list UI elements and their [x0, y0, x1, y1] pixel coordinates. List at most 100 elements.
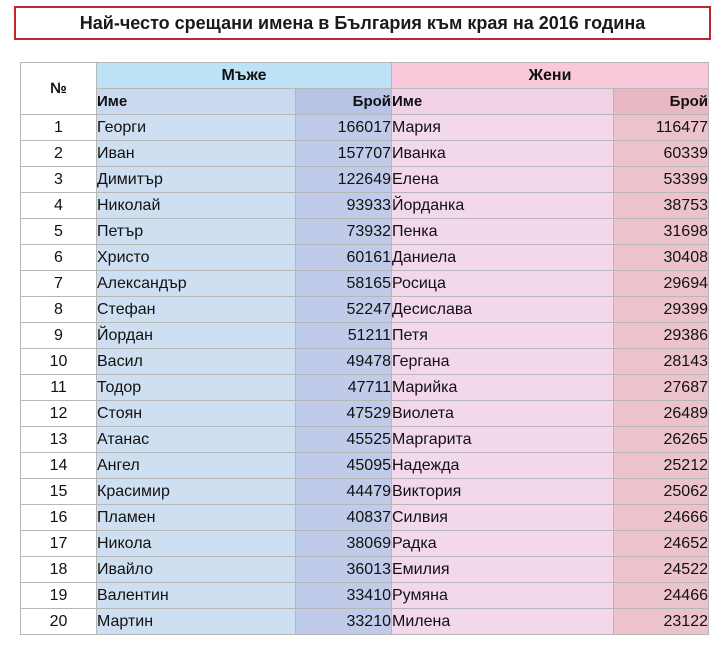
female-name-cell: Даниела — [391, 244, 614, 271]
female-count-cell: 25062 — [613, 478, 709, 505]
male-name-cell: Никола — [96, 530, 296, 557]
rank-cell: 12 — [20, 400, 97, 427]
male-name-cell: Красимир — [96, 478, 296, 505]
female-name-cell: Гергана — [391, 348, 614, 375]
rank-cell: 14 — [20, 452, 97, 479]
male-count-cell: 58165 — [295, 270, 392, 297]
female-name-cell: Виолета — [391, 400, 614, 427]
male-name-cell: Стоян — [96, 400, 296, 427]
male-name-cell: Ангел — [96, 452, 296, 479]
table-row: 17 Никола 38069 Радка 24652 — [20, 530, 709, 557]
male-name-cell: Пламен — [96, 504, 296, 531]
rank-cell: 5 — [20, 218, 97, 245]
female-count-cell: 116477 — [613, 114, 709, 141]
table-row: 20 Мартин 33210 Милена 23122 — [20, 608, 709, 635]
female-name-cell: Емилия — [391, 556, 614, 583]
female-name-cell: Йорданка — [391, 192, 614, 219]
male-name-cell: Георги — [96, 114, 296, 141]
male-count-cell: 47529 — [295, 400, 392, 427]
rank-cell: 8 — [20, 296, 97, 323]
men-count-column-header: Брой — [295, 88, 392, 115]
female-count-cell: 24652 — [613, 530, 709, 557]
male-name-cell: Александър — [96, 270, 296, 297]
table-row: 5 Петър 73932 Пенка 31698 — [20, 218, 709, 245]
male-count-cell: 49478 — [295, 348, 392, 375]
male-name-cell: Иван — [96, 140, 296, 167]
female-count-cell: 31698 — [613, 218, 709, 245]
male-count-cell: 44479 — [295, 478, 392, 505]
table-row: 19 Валентин 33410 Румяна 24466 — [20, 582, 709, 609]
female-count-cell: 29694 — [613, 270, 709, 297]
male-name-cell: Димитър — [96, 166, 296, 193]
rank-cell: 6 — [20, 244, 97, 271]
female-count-cell: 27687 — [613, 374, 709, 401]
men-group-header: Мъже — [96, 62, 392, 89]
female-count-cell: 38753 — [613, 192, 709, 219]
rank-cell: 18 — [20, 556, 97, 583]
number-column-header: № — [20, 62, 97, 115]
male-name-cell: Атанас — [96, 426, 296, 453]
rank-cell: 7 — [20, 270, 97, 297]
rank-cell: 2 — [20, 140, 97, 167]
male-name-cell: Мартин — [96, 608, 296, 635]
table-row: 9 Йордан 51211 Петя 29386 — [20, 322, 709, 349]
female-name-cell: Росица — [391, 270, 614, 297]
female-name-cell: Иванка — [391, 140, 614, 167]
male-count-cell: 122649 — [295, 166, 392, 193]
men-name-column-header: Име — [96, 88, 296, 115]
table-row: 15 Красимир 44479 Виктория 25062 — [20, 478, 709, 505]
female-name-cell: Милена — [391, 608, 614, 635]
female-name-cell: Мария — [391, 114, 614, 141]
rank-cell: 9 — [20, 322, 97, 349]
female-count-cell: 28143 — [613, 348, 709, 375]
female-count-cell: 29399 — [613, 296, 709, 323]
women-count-column-header: Брой — [613, 88, 709, 115]
female-count-cell: 29386 — [613, 322, 709, 349]
female-count-cell: 24522 — [613, 556, 709, 583]
female-count-cell: 26265 — [613, 426, 709, 453]
female-name-cell: Надежда — [391, 452, 614, 479]
table-row: 6 Христо 60161 Даниела 30408 — [20, 244, 709, 271]
male-name-cell: Христо — [96, 244, 296, 271]
female-name-cell: Пенка — [391, 218, 614, 245]
female-count-cell: 60339 — [613, 140, 709, 167]
female-count-cell: 30408 — [613, 244, 709, 271]
male-count-cell: 38069 — [295, 530, 392, 557]
male-count-cell: 60161 — [295, 244, 392, 271]
male-count-cell: 52247 — [295, 296, 392, 323]
table-row: 10 Васил 49478 Гергана 28143 — [20, 348, 709, 375]
male-name-cell: Николай — [96, 192, 296, 219]
page-title: Най-често срещани имена в България към к… — [14, 6, 711, 40]
male-count-cell: 73932 — [295, 218, 392, 245]
male-name-cell: Васил — [96, 348, 296, 375]
male-count-cell: 33410 — [295, 582, 392, 609]
rank-cell: 17 — [20, 530, 97, 557]
female-name-cell: Елена — [391, 166, 614, 193]
table-row: 8 Стефан 52247 Десислава 29399 — [20, 296, 709, 323]
female-name-cell: Десислава — [391, 296, 614, 323]
male-count-cell: 93933 — [295, 192, 392, 219]
male-name-cell: Петър — [96, 218, 296, 245]
male-name-cell: Тодор — [96, 374, 296, 401]
male-count-cell: 51211 — [295, 322, 392, 349]
rank-cell: 19 — [20, 582, 97, 609]
male-count-cell: 36013 — [295, 556, 392, 583]
female-name-cell: Радка — [391, 530, 614, 557]
male-name-cell: Ивайло — [96, 556, 296, 583]
rank-cell: 20 — [20, 608, 97, 635]
women-name-column-header: Име — [391, 88, 614, 115]
rank-cell: 3 — [20, 166, 97, 193]
female-name-cell: Силвия — [391, 504, 614, 531]
female-count-cell: 25212 — [613, 452, 709, 479]
female-name-cell: Марийка — [391, 374, 614, 401]
male-name-cell: Йордан — [96, 322, 296, 349]
female-count-cell: 53399 — [613, 166, 709, 193]
table-row: 12 Стоян 47529 Виолета 26489 — [20, 400, 709, 427]
rank-cell: 13 — [20, 426, 97, 453]
rank-cell: 11 — [20, 374, 97, 401]
male-count-cell: 45095 — [295, 452, 392, 479]
names-table: № Мъже Жени Име Брой Име Брой 1 Георги 1… — [20, 62, 709, 635]
female-name-cell: Румяна — [391, 582, 614, 609]
table-row: 1 Георги 166017 Мария 116477 — [20, 114, 709, 141]
rank-cell: 15 — [20, 478, 97, 505]
